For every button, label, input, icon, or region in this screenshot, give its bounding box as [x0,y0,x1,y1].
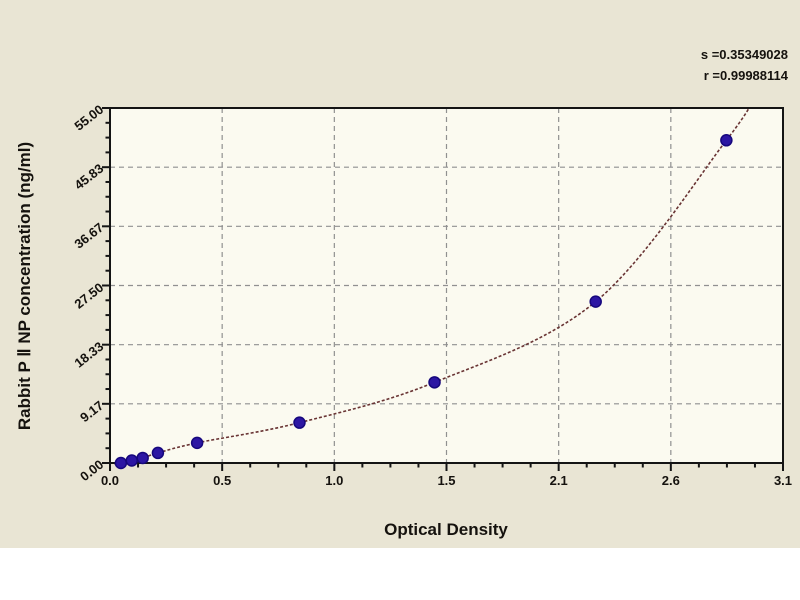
x-tick-label: 2.1 [549,473,568,488]
x-tick-label: 3.1 [773,473,793,488]
standard-curve-figure: s =0.35349028 r =0.99988114 Rabbit P Ⅱ N… [0,0,800,548]
x-tick-label: 1.0 [325,473,344,488]
fit-r-value: r =0.99988114 [703,68,788,83]
fit-stats: s =0.35349028 r =0.99988114 [701,44,788,86]
x-tick-label: 2.6 [661,473,680,488]
fit-s-value: s =0.35349028 [700,47,788,62]
standard-curve-plot [102,107,784,471]
x-tick-label: 0.5 [213,473,232,488]
x-axis-title: Optical Density [384,520,508,539]
x-tick-label: 0.0 [100,473,120,488]
x-tick-label: 1.5 [437,473,456,488]
